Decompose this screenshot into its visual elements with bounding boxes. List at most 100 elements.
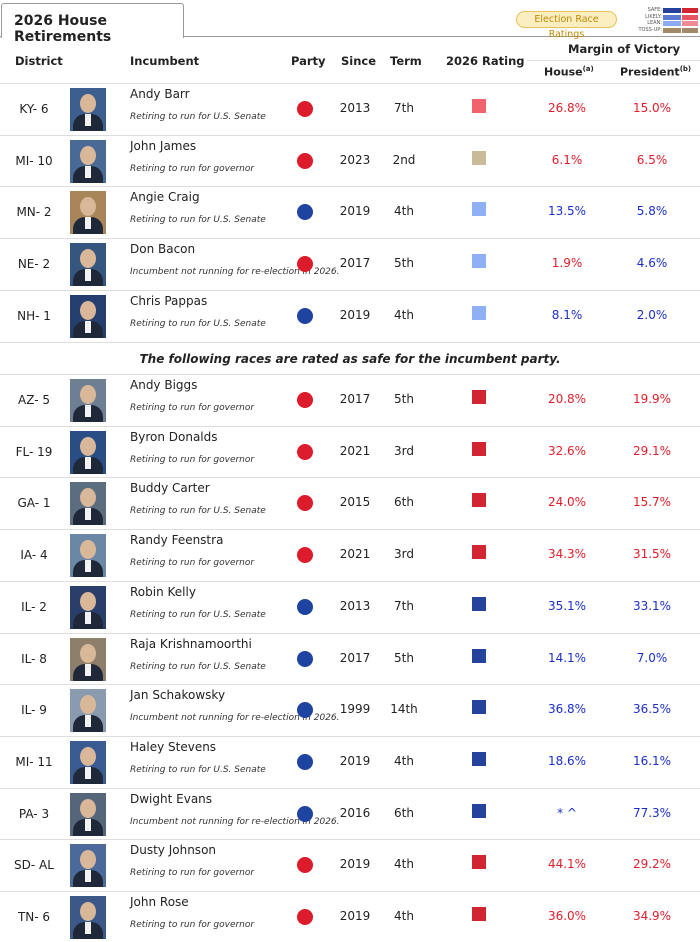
term-cell: 14th xyxy=(390,702,418,717)
header-since: Since xyxy=(341,54,377,68)
table-row: IL- 9 Jan Schakowsky Incumbent not runni… xyxy=(0,684,700,736)
house-margin-cell: 13.5% xyxy=(547,204,587,219)
term-cell: 4th xyxy=(394,204,414,219)
incumbent-photo xyxy=(70,88,106,131)
legend-dem-swatch xyxy=(663,8,681,13)
incumbent-name[interactable]: Jan Schakowsky xyxy=(130,688,226,703)
since-cell: 2021 xyxy=(339,443,371,458)
header-term: Term xyxy=(390,54,422,68)
incumbent-name[interactable]: Haley Stevens xyxy=(130,739,217,754)
president-margin-cell: 7.0% xyxy=(636,650,668,665)
incumbent-name[interactable]: Chris Pappas xyxy=(130,293,208,308)
legend-row: LIKELY: xyxy=(615,14,698,21)
incumbent-note: Retiring to run for U.S. Senate xyxy=(130,318,266,329)
incumbent-note: Incumbent not running for re-election in… xyxy=(130,713,340,724)
legend-rep-swatch xyxy=(682,21,698,26)
election-race-ratings-button[interactable]: Election Race Ratings xyxy=(516,11,617,40)
photo-shirt xyxy=(85,766,91,779)
table-row: IA- 4 Randy Feenstra Retiring to run for… xyxy=(0,529,700,581)
rating-swatch xyxy=(472,441,486,456)
president-margin-cell: 33.1% xyxy=(632,598,672,613)
legend-dem-swatch xyxy=(663,21,681,26)
president-margin-cell: 16.1% xyxy=(632,753,672,768)
incumbent-note: Retiring to run for U.S. Senate xyxy=(130,215,266,226)
incumbent-name[interactable]: John Rose xyxy=(130,895,189,909)
header-2026-rating: 2026 Rating xyxy=(446,54,525,68)
photo-head xyxy=(80,197,96,217)
header-president-footnote[interactable]: (b) xyxy=(679,65,692,73)
photo-shirt xyxy=(85,165,91,178)
incumbent-name[interactable]: Angie Craig xyxy=(130,190,200,205)
header-margin-of-victory: Margin of Victory xyxy=(568,42,681,56)
legend-row: SAFE: xyxy=(615,7,698,14)
photo-shirt xyxy=(85,405,91,417)
president-margin-cell: 15.0% xyxy=(632,101,672,115)
photo-shirt xyxy=(85,922,91,934)
district-cell: MI- 11 xyxy=(15,754,53,769)
photo-head xyxy=(80,850,96,870)
rating-swatch xyxy=(472,305,486,320)
incumbent-name[interactable]: Randy Feenstra xyxy=(130,533,224,548)
table-row: NE- 2 Don Bacon Incumbent not running fo… xyxy=(0,238,700,290)
incumbent-note: Retiring to run for U.S. Senate xyxy=(130,609,266,620)
party-dot-icon xyxy=(297,598,313,615)
tab-house-retirements[interactable]: 2026 House Retirements xyxy=(1,3,184,45)
photo-shirt xyxy=(85,114,91,126)
term-cell: 3rd xyxy=(394,443,414,458)
incumbent-note: Retiring to run for U.S. Senate xyxy=(130,112,266,122)
rating-swatch xyxy=(472,390,486,404)
district-cell: IL- 2 xyxy=(21,599,47,614)
district-cell: IL- 8 xyxy=(21,651,47,666)
incumbent-name[interactable]: Dwight Evans xyxy=(130,791,213,806)
house-margin-cell: 18.6% xyxy=(547,753,587,768)
photo-head xyxy=(80,798,96,818)
term-cell: 6th xyxy=(394,805,414,820)
since-cell: 2021 xyxy=(339,547,371,562)
photo-head xyxy=(80,145,96,165)
district-cell: GA- 1 xyxy=(17,496,51,511)
incumbent-photo xyxy=(70,243,106,287)
incumbent-note: Retiring to run for governor xyxy=(130,558,255,569)
table-row: SD- AL Dusty Johnson Retiring to run for… xyxy=(0,839,700,891)
district-cell: MI- 10 xyxy=(15,153,53,168)
incumbent-name[interactable]: John James xyxy=(130,138,197,153)
safe-races-note: The following races are rated as safe fo… xyxy=(0,342,700,374)
district-cell: NH- 1 xyxy=(17,308,51,323)
president-margin-cell: 4.6% xyxy=(636,256,668,271)
photo-shirt xyxy=(85,663,91,676)
house-margin-cell: 36.8% xyxy=(547,702,587,717)
house-margin-cell: 34.3% xyxy=(547,547,587,562)
incumbent-note: Retiring to run for U.S. Senate xyxy=(130,764,266,775)
house-margin-cell: 35.1% xyxy=(547,598,587,613)
incumbent-name[interactable]: Dusty Johnson xyxy=(130,843,217,858)
header-house-footnote[interactable]: (a) xyxy=(582,65,594,73)
legend-dem-swatch xyxy=(663,14,681,20)
incumbent-name[interactable]: Raja Krishnamoorthi xyxy=(130,636,252,651)
house-margin-cell: 8.1% xyxy=(551,307,583,322)
district-cell: NE- 2 xyxy=(17,257,51,272)
incumbent-name[interactable]: Byron Donalds xyxy=(130,429,218,444)
party-dot-icon xyxy=(297,753,313,770)
incumbent-name[interactable]: Andy Barr xyxy=(130,87,190,101)
incumbent-name[interactable]: Don Bacon xyxy=(130,242,196,257)
incumbent-photo xyxy=(70,585,106,629)
header-president: President(b) xyxy=(620,65,691,79)
house-margin-cell: 1.9% xyxy=(551,256,583,271)
header-district: District xyxy=(15,54,63,68)
incumbent-name[interactable]: Robin Kelly xyxy=(130,584,196,599)
incumbent-photo xyxy=(70,139,106,183)
since-cell: 2019 xyxy=(339,307,371,322)
house-margin-cell: 26.8% xyxy=(547,101,587,115)
table-row: KY- 6 Andy Barr Retiring to run for U.S.… xyxy=(0,83,700,135)
house-margin-cell: * ^ xyxy=(557,805,577,820)
rating-swatch xyxy=(472,254,486,269)
incumbent-name[interactable]: Buddy Carter xyxy=(130,481,210,496)
photo-head xyxy=(80,540,96,560)
rating-swatch xyxy=(472,150,486,165)
since-cell: 2017 xyxy=(339,392,371,406)
incumbent-name[interactable]: Andy Biggs xyxy=(130,378,198,392)
photo-head xyxy=(80,436,96,456)
legend-rep-swatch xyxy=(682,8,698,13)
term-cell: 4th xyxy=(394,909,414,923)
legend-label: TOSS-UP: xyxy=(638,26,662,33)
